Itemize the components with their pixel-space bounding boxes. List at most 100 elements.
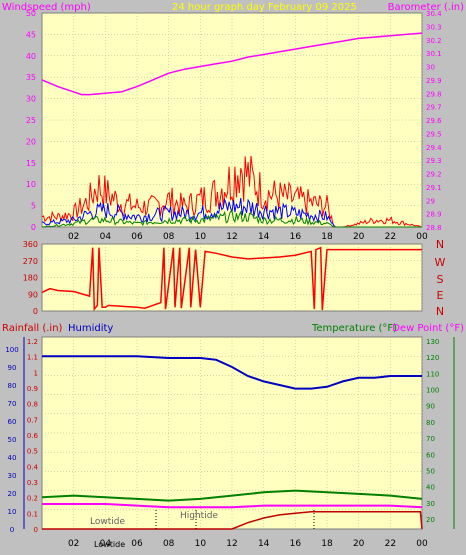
barometer-axis-label: 30.3: [426, 23, 442, 31]
x-tick-label: 12: [226, 539, 237, 549]
temperature-line: [41, 489, 423, 502]
humidity-axis-label: 90: [8, 364, 17, 372]
x-tick-label: 10: [195, 539, 207, 549]
x-tick-label: 04: [100, 539, 112, 549]
temperature-axis-label: 110: [426, 370, 439, 378]
direction-letter-s: S: [437, 273, 444, 286]
barometer-axis-label: 29.1: [426, 184, 442, 192]
rain-axis-label: 0.9: [27, 385, 38, 393]
humidity-axis-label: 70: [8, 400, 17, 408]
humidity-grid: [42, 337, 423, 529]
rain-axis-label: 0.2: [27, 495, 38, 503]
direction-letter-n-top: N: [436, 238, 444, 251]
tide-markers: Lowtide Hightide Lowtide: [90, 510, 315, 549]
x-tick-label: 18: [321, 539, 333, 549]
rain-axis-label: 0.3: [27, 479, 38, 487]
barometer-axis-label: 28.9: [426, 211, 442, 219]
rainfall-title: Rainfall (.in): [2, 323, 63, 334]
humidity-axis-label: 50: [8, 436, 17, 444]
humidity-line: [42, 355, 422, 390]
temperature-axis-label: 130: [426, 338, 439, 346]
direction-axis-label: 180: [23, 274, 38, 283]
x-tick-label: 14: [258, 539, 270, 549]
humidity-axis-label: 60: [8, 418, 17, 426]
windspeed-axis-label: 50: [26, 9, 36, 18]
humidity-title: Humidity: [68, 323, 113, 334]
windspeed-axis-label: 30: [26, 95, 36, 104]
barometer-axis-label: 30.4: [426, 10, 442, 18]
rain-axis-label: 1.1: [27, 354, 38, 362]
windspeed-axis-label: 35: [26, 73, 36, 82]
temperature-axis-label: 100: [426, 387, 439, 395]
barometer-axis-label: 29.5: [426, 130, 442, 138]
graph-date-title: 24 hour graph day February 09 2025: [172, 2, 357, 13]
humidity-axis-label: 40: [8, 454, 17, 462]
lowtide-label: Lowtide: [90, 517, 125, 527]
barometer-axis-label: 30.2: [426, 37, 442, 45]
rain-axis-label: 1.2: [27, 338, 38, 346]
wind-gust-line: [41, 155, 423, 228]
x-tick-label: 08: [163, 232, 175, 242]
dewpoint-line: [42, 503, 423, 509]
humidity-axis-label: 20: [8, 490, 17, 498]
dewpoint-title: Dew Point (°F): [392, 323, 464, 334]
rain-axis-label: 1: [34, 369, 38, 377]
x-tick-label: 04: [100, 232, 112, 242]
barometer-axis-label: 29.6: [426, 117, 442, 125]
direction-axis-label: 360: [23, 240, 38, 249]
rain-axis-label: 0: [34, 526, 38, 534]
windspeed-axis-label: 40: [26, 52, 36, 61]
temperature-title: Temperature (°F): [311, 323, 397, 334]
windspeed-axis-label: 25: [26, 116, 36, 125]
x-tick-label: 10: [195, 232, 207, 242]
temperature-axis-label: 20: [426, 516, 435, 524]
barometer-axis-label: 29.4: [426, 144, 442, 152]
direction-letters: N W S E N: [435, 238, 446, 318]
direction-letter-e: E: [437, 289, 444, 302]
temperature-axis-label: 40: [426, 484, 435, 492]
windspeed-axis-label: 45: [26, 30, 36, 39]
x-tick-label: 08: [163, 539, 175, 549]
rain-axis-label: 0.5: [27, 448, 38, 456]
x-tick-label: 06: [131, 232, 143, 242]
barometer-axis-label: 29.9: [426, 77, 442, 85]
direction-letter-n-bottom: N: [436, 305, 444, 318]
barometer-axis-label: 29.8: [426, 90, 442, 98]
x-tick-label: 02: [68, 539, 79, 549]
x-tick-label: 00: [416, 539, 428, 549]
wind-direction-line: [41, 246, 422, 312]
x-tick-label: 16: [290, 539, 302, 549]
x-tick-label: 20: [353, 232, 365, 242]
rainfall-line: [42, 511, 423, 530]
wind-lull-line: [41, 210, 422, 228]
barometer-axis-label: 30.1: [426, 50, 442, 58]
lowtide-bottom-label: Lowtide: [94, 540, 125, 549]
temperature-axis-label: 80: [426, 419, 435, 427]
x-tick-label: 00: [416, 232, 428, 242]
x-tick-label: 22: [385, 539, 396, 549]
barometer-axis-label: 29.2: [426, 171, 442, 179]
wind-series: [41, 32, 423, 228]
windspeed-title: Windspeed (mph): [2, 2, 91, 13]
humidity-axis-label: 10: [8, 508, 17, 516]
windspeed-axis-label: 0: [31, 223, 36, 232]
x-tick-label: 02: [68, 232, 79, 242]
direction-axis-label: 270: [23, 257, 38, 266]
rain-axis-label: 0.1: [27, 510, 38, 518]
barometer-axis-label: 30: [426, 64, 435, 72]
barometer-axis-label: 29.3: [426, 157, 442, 165]
temperature-axis-label: 30: [426, 500, 435, 508]
barometer-title: Barometer (.in): [388, 2, 464, 13]
barometer-axis-label: 28.8: [426, 224, 442, 232]
temperature-axis-label: 70: [426, 435, 435, 443]
x-tick-label: 12: [226, 232, 237, 242]
direction-axis-label: 90: [28, 290, 38, 299]
windspeed-axis-label: 15: [26, 159, 36, 168]
direction-letter-w: W: [435, 256, 446, 269]
humidity-axis-label: 80: [8, 382, 17, 390]
humidity-axis-label: 30: [8, 472, 17, 480]
humidity-series: [41, 355, 423, 530]
rain-axis-label: 0.6: [27, 432, 39, 440]
barometer-line: [41, 32, 423, 96]
